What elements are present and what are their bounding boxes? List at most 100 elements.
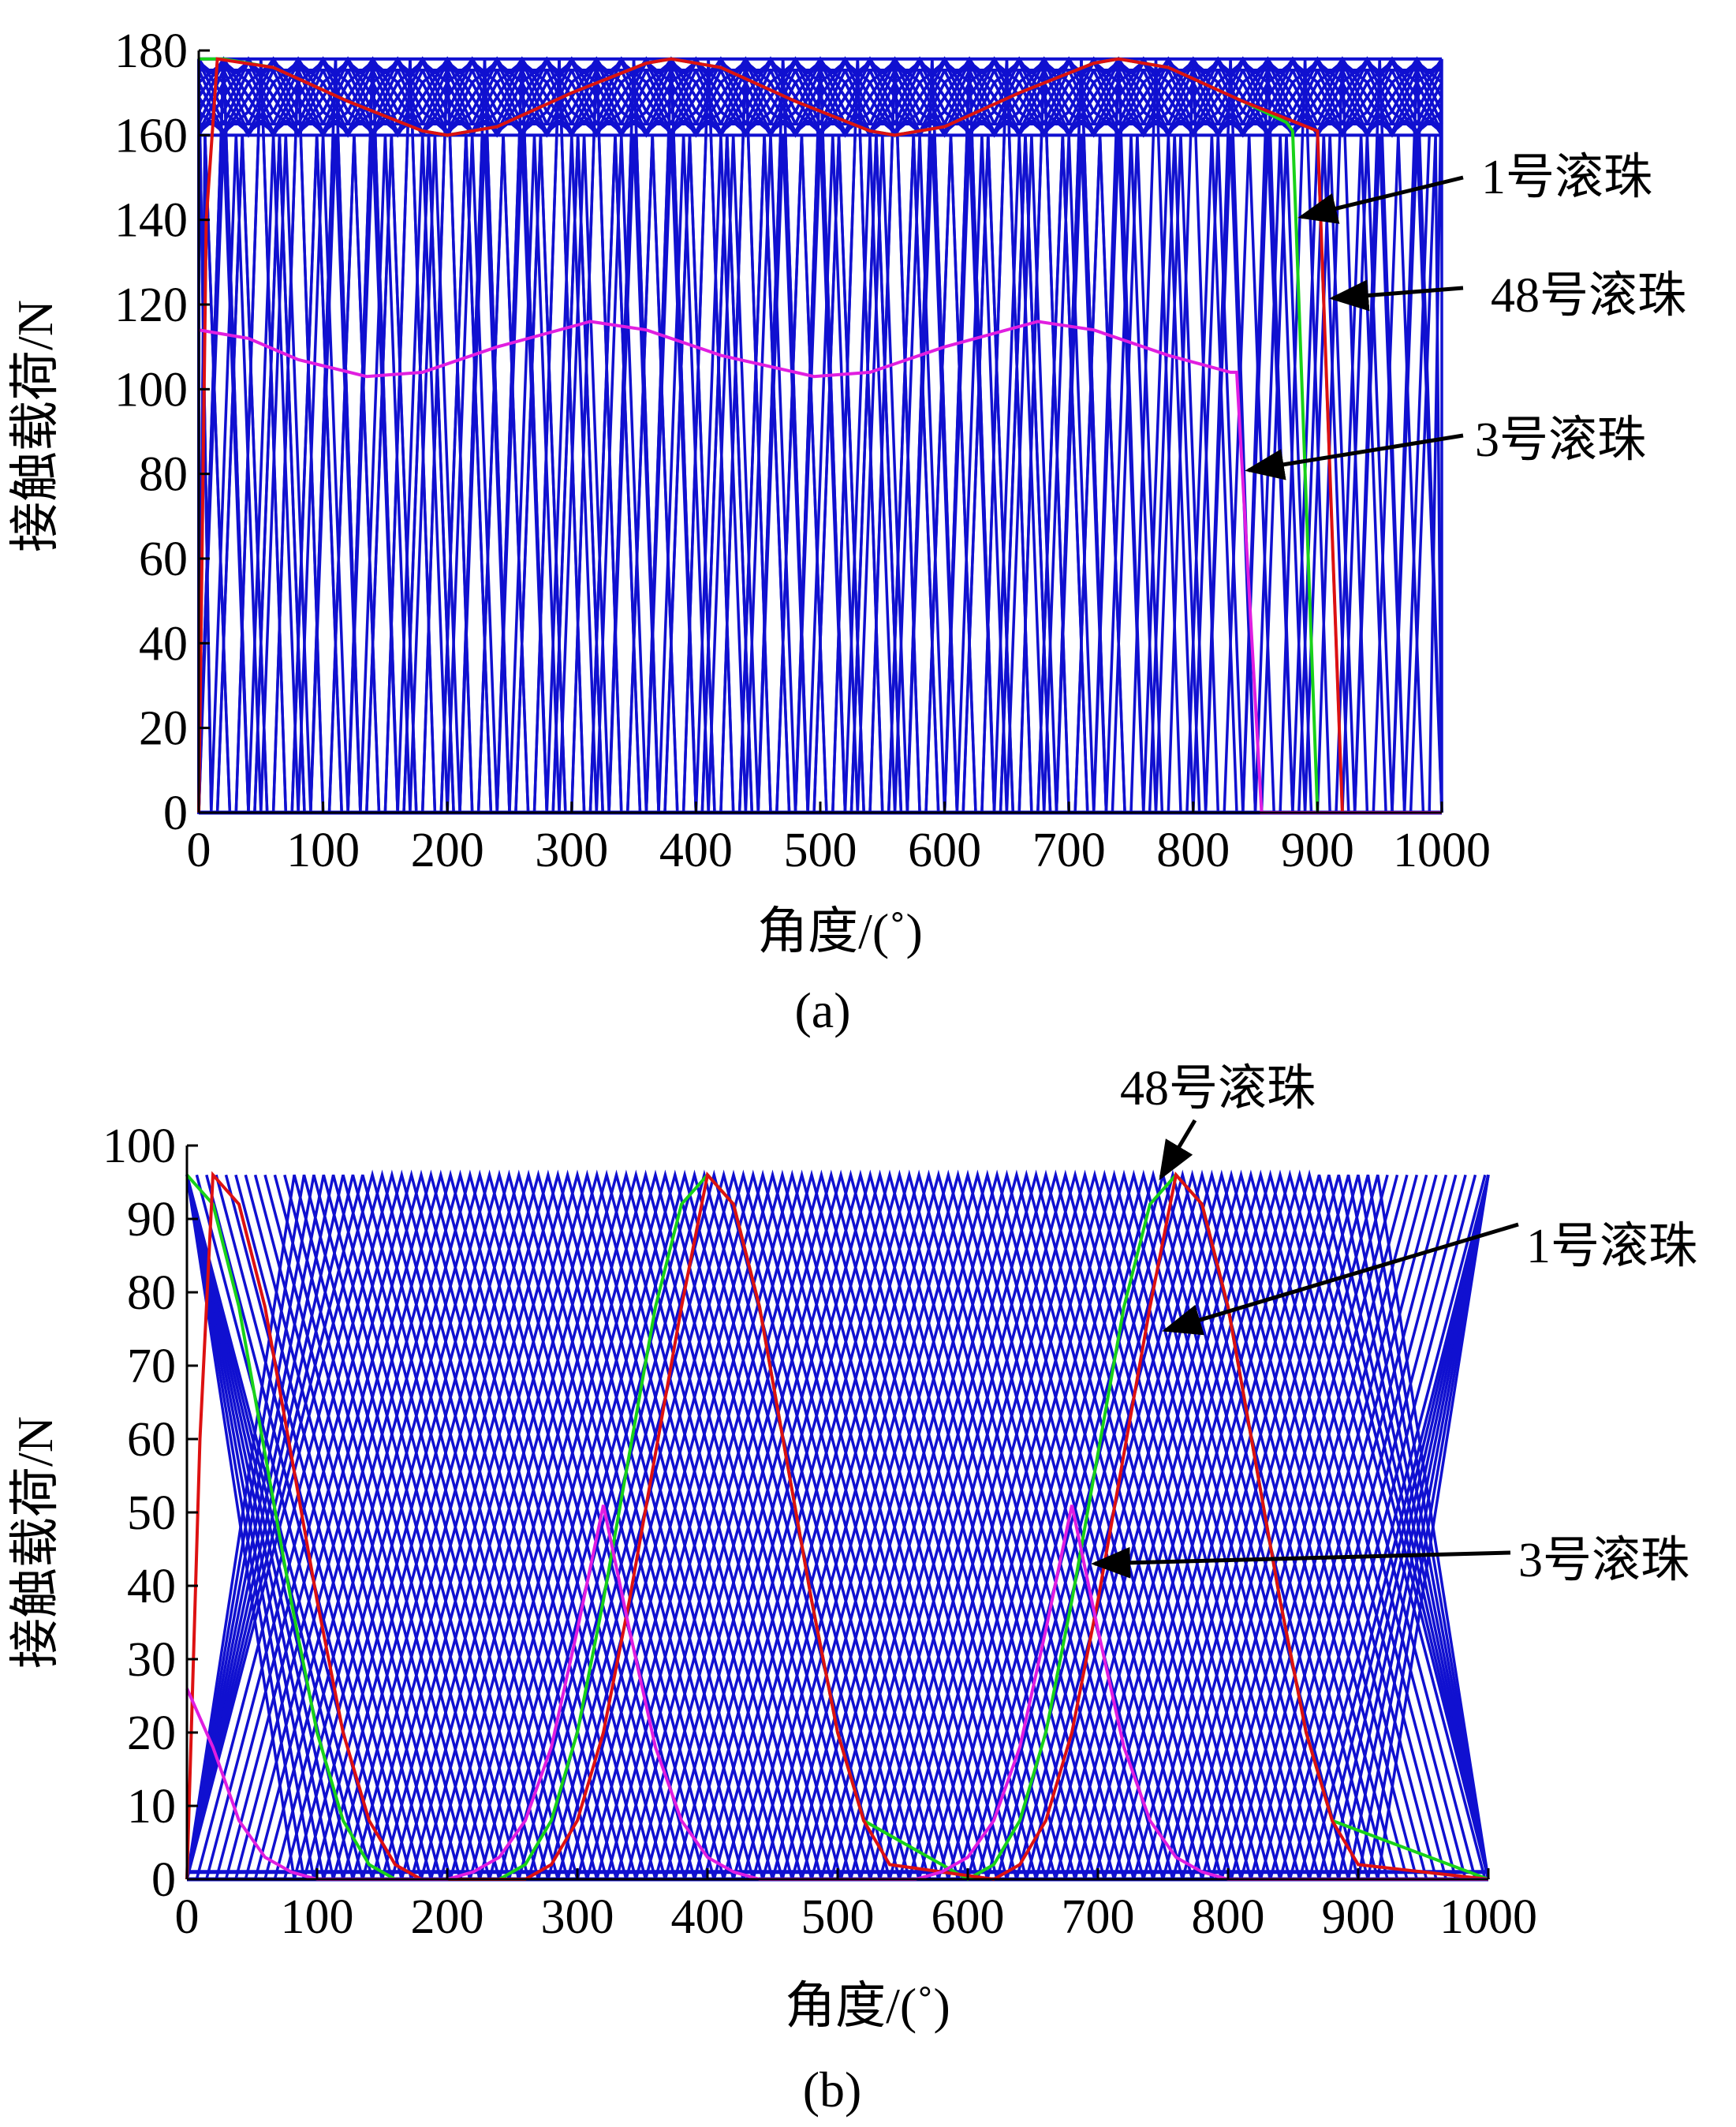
x-tick-label: 900 (1281, 824, 1354, 877)
panel-b-arrow-ball-1 (1162, 1222, 1519, 1336)
y-tick-label: 0 (163, 787, 188, 840)
y-tick-label: 20 (127, 1706, 176, 1760)
panel-a-annotation-ball-1: 1号滚珠 (1481, 151, 1652, 204)
background-ball-line (185, 1169, 1488, 1881)
background-ball-line (185, 1169, 1490, 1881)
background-ball-line (185, 1169, 1488, 1881)
x-tick-label: 200 (411, 1890, 484, 1944)
x-tick-label: 400 (671, 1890, 745, 1944)
panel-a-ylabel: 接触载荷/N (7, 300, 63, 552)
x-tick-label: 400 (659, 824, 733, 877)
background-ball-line (195, 1169, 1490, 1881)
y-tick-label: 20 (139, 702, 188, 756)
panel-a-arrow-ball-48 (1329, 279, 1464, 312)
background-ball-line (187, 1169, 1490, 1881)
y-tick-label: 50 (127, 1486, 176, 1540)
x-tick-label: 700 (1032, 824, 1106, 877)
y-tick-label: 90 (127, 1193, 176, 1247)
background-ball-line (185, 1169, 1488, 1881)
x-tick-label: 1000 (1439, 1890, 1537, 1944)
panel-a-annotation-ball-3: 3号滚珠 (1475, 413, 1646, 467)
y-tick-label: 80 (139, 448, 188, 502)
x-tick-label: 600 (908, 824, 981, 877)
panel-a: 0 100 200 300 400 500 600 700 800 900 1000 0 20 40 60 8… (7, 24, 1686, 1038)
y-tick-label: 60 (139, 533, 188, 586)
background-ball-line (185, 1169, 1490, 1881)
series-3号滚珠 (198, 320, 1442, 814)
background-ball-line (185, 1169, 1490, 1881)
background-ball-line (185, 1169, 1487, 1881)
background-ball-plateau (199, 69, 1443, 125)
panel-b-xlabel: 角度/(˚) (785, 1978, 950, 2034)
panel-b-annotation-ball-3: 3号滚珠 (1518, 1534, 1689, 1587)
x-tick-label: 500 (801, 1890, 875, 1944)
series-48号滚珠 (185, 1171, 1489, 1882)
panel-b-axes (185, 1144, 1490, 1881)
x-tick-label: 300 (541, 1890, 614, 1944)
background-ball-line (187, 1169, 1490, 1881)
y-tick-label: 100 (114, 363, 188, 417)
x-tick-label: 300 (535, 824, 608, 877)
x-tick-label: 100 (286, 824, 360, 877)
x-tick-label: 0 (175, 1890, 200, 1944)
panel-a-highlight-series (197, 57, 1442, 814)
panel-b-highlight-series (185, 1171, 1489, 1882)
series-48号滚珠 (197, 57, 1442, 814)
y-tick-label: 120 (114, 278, 188, 332)
panel-a-axes (197, 49, 1443, 814)
background-ball-line (185, 1169, 1490, 1881)
y-tick-label: 60 (127, 1413, 176, 1467)
y-tick-label: 140 (114, 194, 188, 248)
panel-a-annotations: 1号滚珠 48号滚珠 3号滚珠 (1245, 151, 1686, 480)
x-tick-label: 700 (1062, 1890, 1135, 1944)
background-ball-line (185, 1169, 1490, 1881)
background-ball-line (187, 1169, 1490, 1881)
panel-a-arrow-ball-3 (1245, 433, 1464, 480)
panel-a-label: (a) (794, 982, 850, 1038)
background-ball-line (187, 1169, 1490, 1881)
y-tick-label: 180 (114, 24, 188, 78)
series-1号滚珠 (185, 1172, 1489, 1882)
y-tick-label: 160 (114, 109, 188, 163)
y-tick-label: 70 (127, 1340, 176, 1393)
y-tick-label: 40 (127, 1560, 176, 1613)
background-ball-line (187, 1169, 1490, 1881)
panel-b-background-balls (185, 1169, 1490, 1882)
x-tick-label: 800 (1192, 1890, 1265, 1944)
x-tick-label: 0 (187, 824, 211, 877)
panel-b-annotation-ball-48: 48号滚珠 (1120, 1062, 1316, 1116)
background-ball-line (185, 1169, 1488, 1881)
panel-a-xlabel: 角度/(˚) (757, 903, 923, 959)
panel-b: 0 100 200 300 400 500 600 700 800 900 1000 0 10 20 30 4… (7, 1062, 1697, 2118)
background-ball-plateau (197, 56, 1443, 138)
y-tick-label: 40 (139, 617, 188, 671)
y-tick-label: 100 (103, 1120, 176, 1173)
x-tick-label: 1000 (1393, 824, 1491, 877)
panel-b-annotations: 48号滚珠 1号滚珠 3号滚珠 (1091, 1062, 1697, 1587)
panel-a-background-balls (197, 56, 1443, 815)
background-ball-line (187, 1169, 1490, 1881)
background-ball-line (185, 1169, 1477, 1881)
panel-a-ticklabels: 0 100 200 300 400 500 600 700 800 900 1000 0 20 40 60 8… (114, 24, 1491, 877)
background-ball-line (185, 1169, 1488, 1881)
background-ball-plateau (197, 59, 1443, 135)
x-tick-label: 100 (281, 1890, 354, 1944)
x-tick-label: 800 (1156, 824, 1230, 877)
y-tick-label: 10 (127, 1780, 176, 1834)
y-tick-label: 80 (127, 1266, 176, 1320)
y-tick-label: 0 (151, 1853, 176, 1907)
panel-b-ylabel: 接触载荷/N (7, 1416, 63, 1669)
x-tick-label: 900 (1322, 1890, 1395, 1944)
background-ball-triangle (210, 135, 1431, 813)
panel-b-arrow-ball-3 (1091, 1546, 1511, 1579)
panel-b-ticklabels: 0 100 200 300 400 500 600 700 800 900 1000 0 10 20 30 4… (103, 1120, 1537, 1944)
x-tick-label: 600 (931, 1890, 1005, 1944)
y-tick-label: 30 (127, 1633, 176, 1687)
background-ball-line (185, 1169, 1488, 1881)
background-ball-line (185, 1169, 1490, 1881)
panel-b-label: (b) (803, 2062, 862, 2118)
panel-a-annotation-ball-48: 48号滚珠 (1491, 269, 1686, 323)
panel-b-annotation-ball-1: 1号滚珠 (1526, 1220, 1697, 1273)
x-tick-label: 200 (411, 824, 484, 877)
